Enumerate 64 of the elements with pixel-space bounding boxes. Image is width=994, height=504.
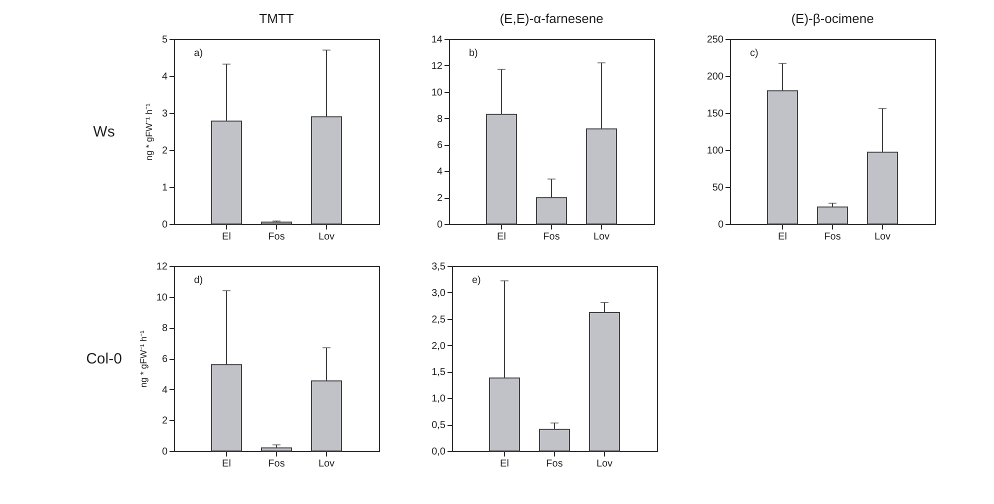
x-tick-label: El (778, 232, 787, 242)
x-tick-label: El (500, 458, 509, 470)
y-tick-label: 0 (718, 220, 724, 230)
chart-title: (E,E)-α-farnesene (500, 11, 604, 26)
x-tick-label: Fos (543, 232, 560, 242)
text: Ws (93, 124, 115, 140)
y-tick-label: 0,5 (432, 420, 446, 432)
y-tick-label: 100 (706, 146, 724, 156)
x-tick-label: El (222, 458, 231, 470)
x-tick-label: El (497, 232, 506, 242)
bar (261, 447, 292, 452)
y-tick-label: 1,5 (432, 367, 446, 378)
y-tick-label: 150 (706, 108, 724, 120)
y-tick-label: 0,0 (432, 446, 446, 458)
y-tick-label: 12 (431, 60, 443, 72)
x-tick-label: El (222, 232, 231, 242)
chart-title: (E)-β-ocimene (791, 11, 874, 26)
y-tick-label: 5 (162, 34, 168, 46)
x-tick-label: Lov (596, 458, 613, 470)
y-tick-label: 4 (162, 384, 168, 396)
x-tick-label: Lov (874, 232, 891, 242)
text: Col-0 (86, 350, 122, 368)
y-tick-label: 0 (436, 220, 443, 230)
y-tick-label: 12 (156, 262, 168, 272)
y-tick-label: 2 (162, 146, 168, 156)
y-tick-label: 3 (162, 108, 168, 120)
y-tick-label: 3,0 (432, 288, 446, 299)
y-tick-label: 0 (162, 446, 168, 458)
annotation: e) (472, 275, 481, 286)
y-tick-label: 2,5 (432, 314, 446, 326)
y-tick-label: 2 (436, 193, 443, 204)
y-tick-label: 200 (706, 72, 724, 82)
y-tick-label: 3,5 (432, 262, 446, 272)
y-tick-label: 0 (162, 220, 168, 230)
y-tick-label: 250 (706, 34, 724, 46)
x-tick-label: Lov (593, 232, 610, 242)
y-tick-label: 6 (436, 140, 443, 152)
y-tick-label: 2,0 (432, 340, 446, 352)
y-tick-label: 1 (162, 182, 168, 194)
y-tick-label: 4 (436, 166, 443, 178)
bar (817, 206, 848, 224)
y-tick-label: 8 (436, 114, 443, 125)
y-tick-label: 6 (162, 354, 168, 365)
y-tick-label: 10 (431, 87, 443, 98)
y-tick-label: 2 (162, 416, 168, 427)
y-tick-label: 14 (431, 34, 443, 46)
x-tick-label: Fos (824, 232, 841, 242)
annotation: d) (194, 275, 203, 286)
y-tick-label: 50 (712, 182, 724, 194)
y-tick-label: 10 (156, 292, 168, 304)
y-axis-title: ng * gFW⁻¹ h⁻¹ (144, 103, 154, 161)
annotation: c) (750, 48, 758, 59)
x-tick-label: Lov (318, 232, 335, 242)
y-tick-label: 1,0 (432, 394, 446, 405)
x-tick-label: Fos (546, 458, 563, 470)
chart-title: TMTT (259, 11, 294, 26)
x-tick-label: Lov (318, 458, 335, 470)
annotation: a) (194, 48, 203, 59)
annotation: b) (469, 48, 478, 59)
y-axis-title: ng * gFW⁻¹ h⁻¹ (138, 330, 148, 388)
y-tick-label: 4 (162, 72, 168, 82)
x-tick-label: Fos (268, 458, 285, 470)
y-tick-label: 8 (162, 323, 168, 334)
x-tick-label: Fos (268, 232, 285, 242)
